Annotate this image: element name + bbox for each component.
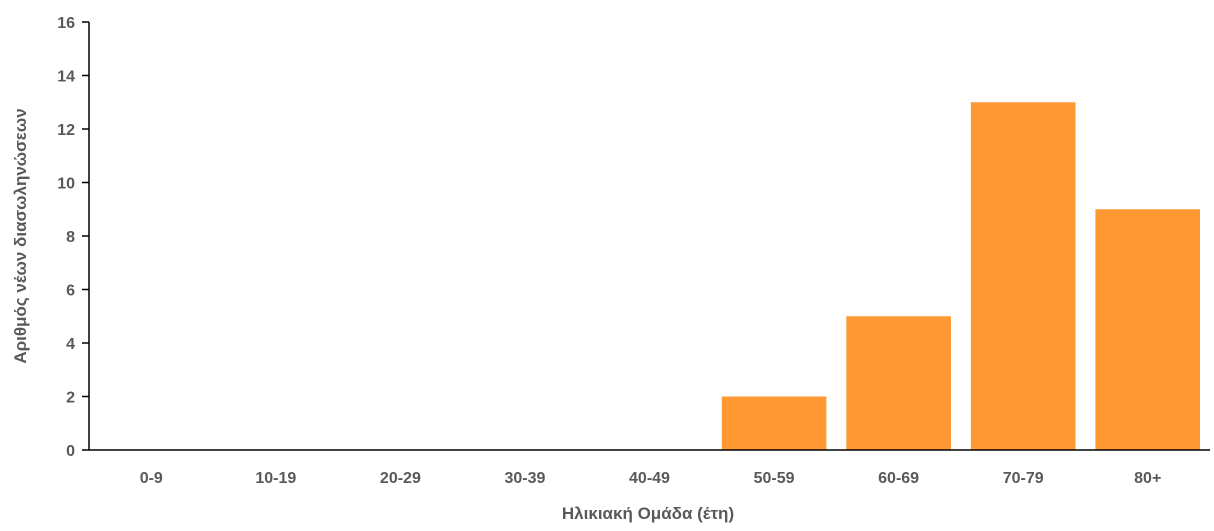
y-axis-ticks: 0 2 4 6 8 10 12 14 16 <box>57 15 89 460</box>
x-tick-label: 20-29 <box>380 470 421 487</box>
bar-80+ <box>1095 209 1201 450</box>
y-axis-title: Αριθμός νέων διασωληνώσεων <box>11 108 30 363</box>
x-tick-label: 60-69 <box>878 470 919 487</box>
x-tick-label: 10-19 <box>255 470 296 487</box>
x-tick-label: 30-39 <box>504 470 545 487</box>
y-tick-label: 4 <box>66 336 75 353</box>
x-axis-ticks: 0-9 10-19 20-29 30-39 40-49 50-59 60-69 70-79 80… <box>140 470 1162 487</box>
bars-layer <box>721 102 1201 450</box>
y-tick-label: 14 <box>57 69 75 86</box>
y-tick-label: 0 <box>66 443 75 460</box>
x-tick-label: 50-59 <box>754 470 795 487</box>
y-tick-label: 6 <box>66 283 75 300</box>
bar-50-59 <box>721 396 827 450</box>
y-tick-label: 16 <box>57 15 75 32</box>
y-tick-label: 12 <box>57 122 75 139</box>
x-tick-label: 40-49 <box>629 470 670 487</box>
x-tick-label: 80+ <box>1134 470 1161 487</box>
y-tick-label: 2 <box>66 390 75 407</box>
x-axis-title: Ηλικιακή Ομάδα (έτη) <box>562 504 734 523</box>
x-tick-label: 0-9 <box>140 470 163 487</box>
y-tick-label: 10 <box>57 176 75 193</box>
bar-70-79 <box>970 102 1076 450</box>
y-tick-label: 8 <box>66 229 75 246</box>
x-tick-label: 70-79 <box>1003 470 1044 487</box>
bar-60-69 <box>846 316 951 450</box>
